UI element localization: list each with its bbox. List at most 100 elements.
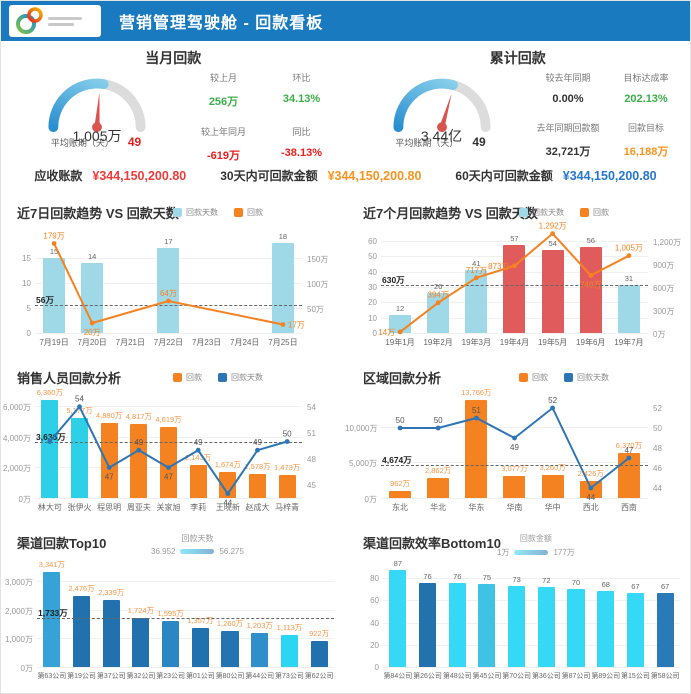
bar[interactable] [41,400,59,498]
bar[interactable] [656,592,674,667]
bar[interactable] [541,474,564,498]
y-axis-tick: 0 [374,663,379,672]
chart-salesperson: 销售人员回款分析 回款 回款天数 0万 2,000万 4,000万 6,000万 45 48 5… [1,362,346,525]
bar[interactable] [189,465,207,498]
avg-days-label: 平均账期（天） [395,138,459,148]
bar[interactable] [102,600,120,667]
x-axis-label: 7月19日 [39,338,69,347]
bar[interactable] [81,263,104,333]
x-axis-label: 西南 [620,503,637,512]
x-axis-label: 第36公司 [531,673,561,680]
x-axis-label: 19年4月 [499,338,530,347]
gauge-cumulative: 3.44亿 [376,65,508,146]
bar[interactable] [503,476,526,498]
bar[interactable] [278,475,296,498]
bar[interactable] [191,628,209,667]
gridline [35,333,302,334]
bar[interactable] [541,249,564,333]
bar[interactable] [389,491,412,498]
bar[interactable] [219,472,237,498]
line-point [588,273,594,278]
y-axis-tick: 20 [368,298,377,308]
bar[interactable] [100,422,118,498]
chart-daily-trend: 近7日回款趋势 VS 回款天数 回款天数 回款 0 5 10 15 50万 100万 150万 7… [1,197,346,360]
gauge-value: 3.44亿 [420,128,463,144]
legend-item[interactable]: 回款 [580,207,609,218]
bar[interactable] [567,589,585,667]
bar[interactable] [280,635,298,667]
legend-item[interactable]: 回款天数 [564,372,609,383]
bar[interactable] [389,570,407,667]
x-axis-label: 东北 [392,503,409,512]
plot-area: 0万 5,000万 10,000万 44 46 48 50 52 东北 华北 华东 华南 华中 西北 西南 9… [345,388,662,512]
bar[interactable] [70,418,89,498]
bar[interactable] [465,269,488,333]
legend-item[interactable]: 回款天数 [218,372,263,383]
y-axis-tick: 30 [368,282,377,292]
y-axis-tick: 54 [307,402,316,412]
bar[interactable] [427,293,450,333]
kpi-metrics: 较上月 256万 环比 34.13% 较上年同月 -619万 同比 -38.13% [188,71,338,163]
x-axis-label: 华东 [468,503,485,512]
kpi-card-cumulative: 累计回款 3.44亿 平均账 [346,43,691,163]
y-axis-tick: 48 [307,454,316,464]
y-axis-tick: 0万 [20,664,33,673]
legend-item[interactable]: 回款 [173,372,202,383]
y-axis-tick: 0万 [364,495,377,504]
bar[interactable] [427,477,450,498]
kpi-metrics: 较去年同期 0.00% 目标达成率 202.13% 去年同期回款额 32,721万 回… [532,71,682,159]
bar[interactable] [448,582,466,667]
bar[interactable] [597,591,615,667]
line-point [397,425,403,431]
x-axis-label: 第23公司 [156,673,186,680]
y-axis-tick: 0万 [653,330,666,339]
bar[interactable] [626,592,644,667]
bar[interactable] [478,583,496,667]
receivables: 应收账款 ¥344,150,200.80 [34,169,187,183]
y-axis-tick: 10 [22,279,31,288]
x-axis-label: 19年5月 [537,338,568,347]
y-axis-tick: 100万 [307,280,329,289]
bar-value-label: 76 [423,571,432,581]
bar[interactable] [537,587,555,667]
y-axis-tick: 0万 [18,495,31,504]
x-axis-label: 第73公司 [275,673,304,680]
legend-item[interactable]: 回款 [519,372,548,383]
bar[interactable] [157,248,180,333]
bar[interactable] [248,473,267,498]
bar[interactable] [162,621,180,667]
bar[interactable] [617,285,640,333]
y-axis-tick: 2,000万 [2,464,31,474]
bar-value-label: 73 [512,574,521,584]
logo-rings-icon [16,7,43,34]
chart-title: 渠道回款效率Bottom10 [363,536,501,551]
x-axis-label: 关家旭 [156,503,181,512]
legend-item[interactable]: 回款天数 [519,207,564,218]
bar-value-label: 962万 [390,479,411,489]
page-title: 营销管理驾驶舱 - 回款看板 [119,15,324,32]
bar[interactable] [617,452,640,498]
y-axis-tick: 2,000万 [4,606,33,616]
x-axis-label: 7月25日 [268,338,298,347]
bar[interactable] [159,426,178,498]
bar[interactable] [72,596,91,667]
legend-item[interactable]: 回款 [234,207,263,218]
y-axis-tick: 1,200万 [653,237,682,247]
kpi-card-current-month: 当月回款 1,005万 平均 [1,43,346,163]
legend-item[interactable]: 回款天数 [173,207,218,218]
bar[interactable] [508,585,526,667]
bar[interactable] [43,258,66,333]
line-point [106,465,112,470]
bar[interactable] [43,571,61,667]
bar-value-label: 2,143万 [185,453,212,462]
bar[interactable] [132,617,150,667]
bar[interactable] [310,640,328,667]
average-line-label: 4,674万 [382,454,412,465]
bar[interactable] [251,632,269,667]
bar[interactable] [418,582,437,667]
bar[interactable] [271,243,294,333]
collectable-30-days: 30天内可回款金额 ¥344,150,200.80 [220,169,422,183]
gridline [383,622,680,624]
bar[interactable] [465,399,488,498]
bar[interactable] [221,631,239,667]
